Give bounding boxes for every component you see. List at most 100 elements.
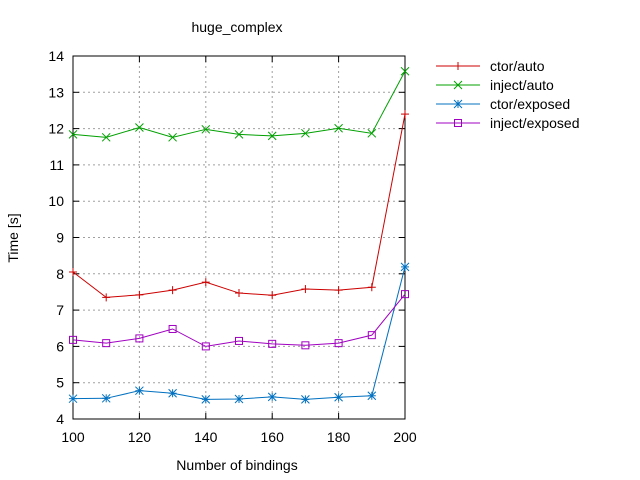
marker-stroke <box>101 132 111 142</box>
legend-marker <box>453 80 463 90</box>
data-point <box>301 128 310 138</box>
series-inject-exposed <box>69 290 409 351</box>
data-point <box>367 391 377 401</box>
legend-marker <box>454 62 462 70</box>
marker-stroke <box>401 290 409 299</box>
marker-stroke <box>334 339 343 348</box>
marker-stroke <box>268 339 277 348</box>
grid <box>73 56 405 419</box>
x-tick-label: 100 <box>61 429 85 445</box>
series-line <box>72 293 406 347</box>
marker-stroke <box>454 119 462 127</box>
data-point <box>68 130 78 139</box>
data-point <box>168 324 177 333</box>
x-tick-label: 160 <box>261 429 285 445</box>
data-point <box>334 123 343 133</box>
data-point <box>135 123 144 132</box>
data-point <box>267 392 277 402</box>
x-tick-label: 120 <box>128 429 152 445</box>
y-tick-label: 11 <box>49 157 64 173</box>
legend-label: ctor/auto <box>490 58 545 74</box>
y-tick-label: 14 <box>48 48 64 64</box>
data-point <box>201 124 211 134</box>
data-point <box>235 336 243 345</box>
axes: 100 120 140 160 180 200 4 5 6 7 8 9 10 11 12 13 14 <box>48 48 416 445</box>
marker-stroke <box>453 80 463 90</box>
data-point <box>367 283 376 292</box>
data-point <box>400 66 410 76</box>
series-layer <box>68 66 410 404</box>
legend-label: inject/auto <box>490 77 554 93</box>
marker-stroke <box>102 339 111 348</box>
legend-entry: inject/exposed <box>436 115 580 131</box>
data-point <box>135 290 144 299</box>
data-point <box>234 394 244 404</box>
legend-entry: ctor/exposed <box>436 96 570 112</box>
marker-stroke <box>367 391 377 401</box>
legend: ctor/auto inject/auto ctor/exposed inject/e… <box>436 58 580 131</box>
data-point <box>267 131 277 141</box>
legend-label: inject/exposed <box>490 115 580 131</box>
data-point <box>301 341 310 350</box>
y-tick-label: 4 <box>56 411 64 427</box>
marker-stroke <box>235 336 243 345</box>
data-point <box>400 262 410 272</box>
data-point <box>102 339 111 348</box>
data-point <box>102 293 111 302</box>
y-tick-label: 8 <box>56 266 64 282</box>
data-point <box>201 395 211 404</box>
marker-stroke <box>400 66 410 76</box>
data-point <box>234 130 244 139</box>
series-line <box>72 113 406 298</box>
marker-stroke <box>367 128 377 138</box>
legend-marker <box>454 119 462 127</box>
data-point <box>268 291 277 300</box>
marker-stroke <box>201 342 210 351</box>
marker-stroke <box>400 262 410 272</box>
y-tick-label: 10 <box>48 193 64 209</box>
legend-label: ctor/exposed <box>490 96 570 112</box>
legend-entry: inject/auto <box>436 77 554 93</box>
data-point <box>168 388 177 398</box>
y-axis-label: Time [s] <box>5 213 21 262</box>
data-point <box>68 394 78 404</box>
marker-stroke <box>301 128 310 138</box>
y-tick-label: 12 <box>48 121 64 137</box>
marker-stroke <box>135 334 144 343</box>
y-tick-label: 6 <box>56 338 64 354</box>
x-tick-label: 200 <box>393 429 417 445</box>
data-point <box>69 267 77 276</box>
data-point <box>135 334 144 343</box>
chart-title: huge_complex <box>191 19 282 35</box>
marker-stroke <box>201 124 211 134</box>
y-tick-label: 9 <box>56 230 64 246</box>
marker-stroke <box>135 123 144 132</box>
y-tick-label: 5 <box>56 375 64 391</box>
data-point <box>201 342 210 351</box>
data-point <box>101 132 111 142</box>
data-point <box>168 132 177 142</box>
marker-stroke <box>68 394 78 404</box>
marker-stroke <box>68 130 78 139</box>
marker-stroke <box>135 386 144 396</box>
marker-stroke <box>168 324 177 333</box>
legend-entry: ctor/auto <box>436 58 545 74</box>
data-point <box>334 392 343 402</box>
data-point <box>301 285 310 294</box>
marker-stroke <box>234 394 244 404</box>
marker-stroke <box>301 341 310 350</box>
data-point <box>201 278 210 287</box>
x-tick-label: 140 <box>194 429 218 445</box>
data-point <box>334 339 343 348</box>
marker-stroke <box>334 392 343 402</box>
legend-marker <box>453 99 463 109</box>
data-point <box>69 335 77 344</box>
data-point <box>401 290 409 299</box>
marker-stroke <box>367 331 376 340</box>
marker-stroke <box>69 335 77 344</box>
data-point <box>367 331 376 340</box>
data-point <box>101 393 111 403</box>
series-ctor-exposed <box>68 262 410 404</box>
series-line <box>72 266 406 400</box>
